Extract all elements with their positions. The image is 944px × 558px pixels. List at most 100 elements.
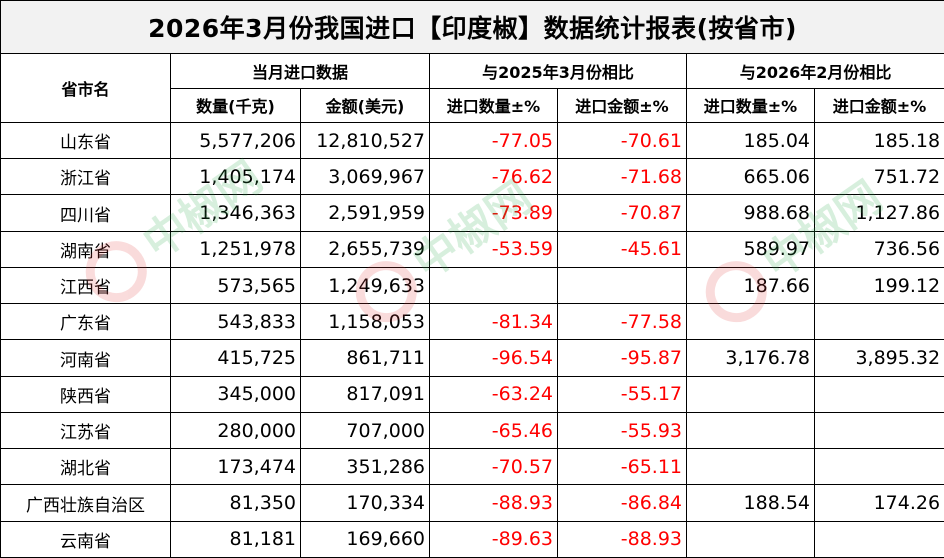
report-title: 2026年3月份我国进口【印度椒】数据统计报表(按省市) [0,0,944,55]
header-yoy-amt: 进口金额±% [557,87,687,123]
amount-cell: 817,091 [300,375,430,413]
header-region: 省市名 [0,53,171,123]
table-row: 湖北省 173,474 351,286 -70.57 -65.11 [0,448,944,486]
qty-cell: 173,474 [170,448,301,486]
table-row: 四川省 1,346,363 2,591,959 -73.89 -70.87 988.68 1… [0,194,944,232]
yoy-qty-cell: -89.63 [429,520,558,558]
yoy-qty-cell: -88.93 [429,484,558,522]
mom-qty-cell [686,375,815,413]
qty-cell: 1,251,978 [170,230,301,268]
qty-cell: 5,577,206 [170,121,301,160]
region-name-cell: 山东省 [0,121,171,160]
table-row: 浙江省 1,405,174 3,069,967 -76.62 -71.68 665.06 7… [0,158,944,196]
qty-cell: 543,833 [170,303,301,341]
yoy-amt-cell: -65.11 [557,448,687,486]
yoy-amt-cell: -95.87 [557,339,687,377]
amount-cell: 3,069,967 [300,158,430,196]
mom-amt-cell [813,375,944,413]
yoy-amt-cell: -55.93 [557,411,687,450]
mom-amt-cell: 199.12 [813,266,944,305]
table-row: 广西壮族自治区 81,350 170,334 -88.93 -86.84 188.54 17… [0,484,944,522]
yoy-qty-cell: -76.62 [429,158,558,196]
region-name-cell: 湖南省 [0,230,171,268]
amount-cell: 351,286 [300,448,430,486]
mom-qty-cell [686,448,815,486]
header-group-current: 当月进口数据 [170,53,430,89]
mom-qty-cell [686,303,815,341]
amount-cell: 861,711 [300,339,430,377]
amount-cell: 2,591,959 [300,194,430,232]
qty-cell: 1,346,363 [170,194,301,232]
region-name-cell: 湖北省 [0,448,171,486]
mom-qty-cell: 3,176.78 [686,339,815,377]
mom-amt-cell: 185.18 [813,121,944,160]
qty-cell: 1,405,174 [170,158,301,196]
header-mom-amt: 进口金额±% [813,87,944,123]
mom-qty-cell [686,411,815,450]
yoy-qty-cell: -65.46 [429,411,558,450]
region-name-cell: 陕西省 [0,375,171,413]
region-name-cell: 江西省 [0,266,171,305]
amount-cell: 1,158,053 [300,303,430,341]
region-name-cell: 河南省 [0,339,171,377]
mom-amt-cell: 1,127.86 [813,194,944,232]
amount-cell: 707,000 [300,411,430,450]
header-mom-qty: 进口数量±% [686,87,815,123]
yoy-amt-cell: -45.61 [557,230,687,268]
qty-cell: 415,725 [170,339,301,377]
header-qty: 数量(千克) [170,87,301,123]
table-row: 湖南省 1,251,978 2,655,739 -53.59 -45.61 589.97 7… [0,230,944,268]
header-group-mom: 与2026年2月份相比 [685,53,944,89]
yoy-qty-cell [429,266,558,305]
mom-qty-cell: 188.54 [686,484,815,522]
yoy-qty-cell: -73.89 [429,194,558,232]
yoy-amt-cell: -77.58 [557,303,687,341]
table-row: 江西省 573,565 1,249,633 187.66 199.12 [0,266,944,305]
mom-amt-cell [813,411,944,450]
yoy-qty-cell: -77.05 [429,121,558,160]
yoy-qty-cell: -96.54 [429,339,558,377]
yoy-amt-cell: -70.87 [557,194,687,232]
qty-cell: 81,181 [170,520,301,558]
qty-cell: 345,000 [170,375,301,413]
amount-cell: 2,655,739 [300,230,430,268]
yoy-qty-cell: -53.59 [429,230,558,268]
region-name-cell: 云南省 [0,520,171,558]
table-row: 云南省 81,181 169,660 -89.63 -88.93 [0,520,944,558]
mom-qty-cell: 187.66 [686,266,815,305]
region-name-cell: 广东省 [0,303,171,341]
mom-qty-cell: 185.04 [686,121,815,160]
mom-amt-cell [813,303,944,341]
table-row: 江苏省 280,000 707,000 -65.46 -55.93 [0,411,944,450]
mom-amt-cell: 736.56 [813,230,944,268]
amount-cell: 1,249,633 [300,266,430,305]
mom-amt-cell [813,448,944,486]
qty-cell: 81,350 [170,484,301,522]
qty-cell: 573,565 [170,266,301,305]
mom-amt-cell [813,520,944,558]
region-name-cell: 四川省 [0,194,171,232]
mom-qty-cell: 665.06 [686,158,815,196]
region-name-cell: 江苏省 [0,411,171,450]
mom-amt-cell: 751.72 [813,158,944,196]
header-yoy-qty: 进口数量±% [429,87,558,123]
yoy-qty-cell: -63.24 [429,375,558,413]
qty-cell: 280,000 [170,411,301,450]
amount-cell: 12,810,527 [300,121,430,160]
yoy-amt-cell: -55.17 [557,375,687,413]
yoy-amt-cell: -70.61 [557,121,687,160]
yoy-amt-cell [557,266,687,305]
table-body: 山东省 5,577,206 12,810,527 -77.05 -70.61 185.04… [0,121,944,558]
header-amount: 金额(美元) [300,87,430,123]
amount-cell: 169,660 [300,520,430,558]
region-name-cell: 广西壮族自治区 [0,484,171,522]
table-row: 陕西省 345,000 817,091 -63.24 -55.17 [0,375,944,413]
amount-cell: 170,334 [300,484,430,522]
mom-qty-cell: 589.97 [686,230,815,268]
yoy-qty-cell: -70.57 [429,448,558,486]
mom-qty-cell [686,520,815,558]
region-name-cell: 浙江省 [0,158,171,196]
yoy-qty-cell: -81.34 [429,303,558,341]
table-row: 河南省 415,725 861,711 -96.54 -95.87 3,176.78 3,8… [0,339,944,377]
